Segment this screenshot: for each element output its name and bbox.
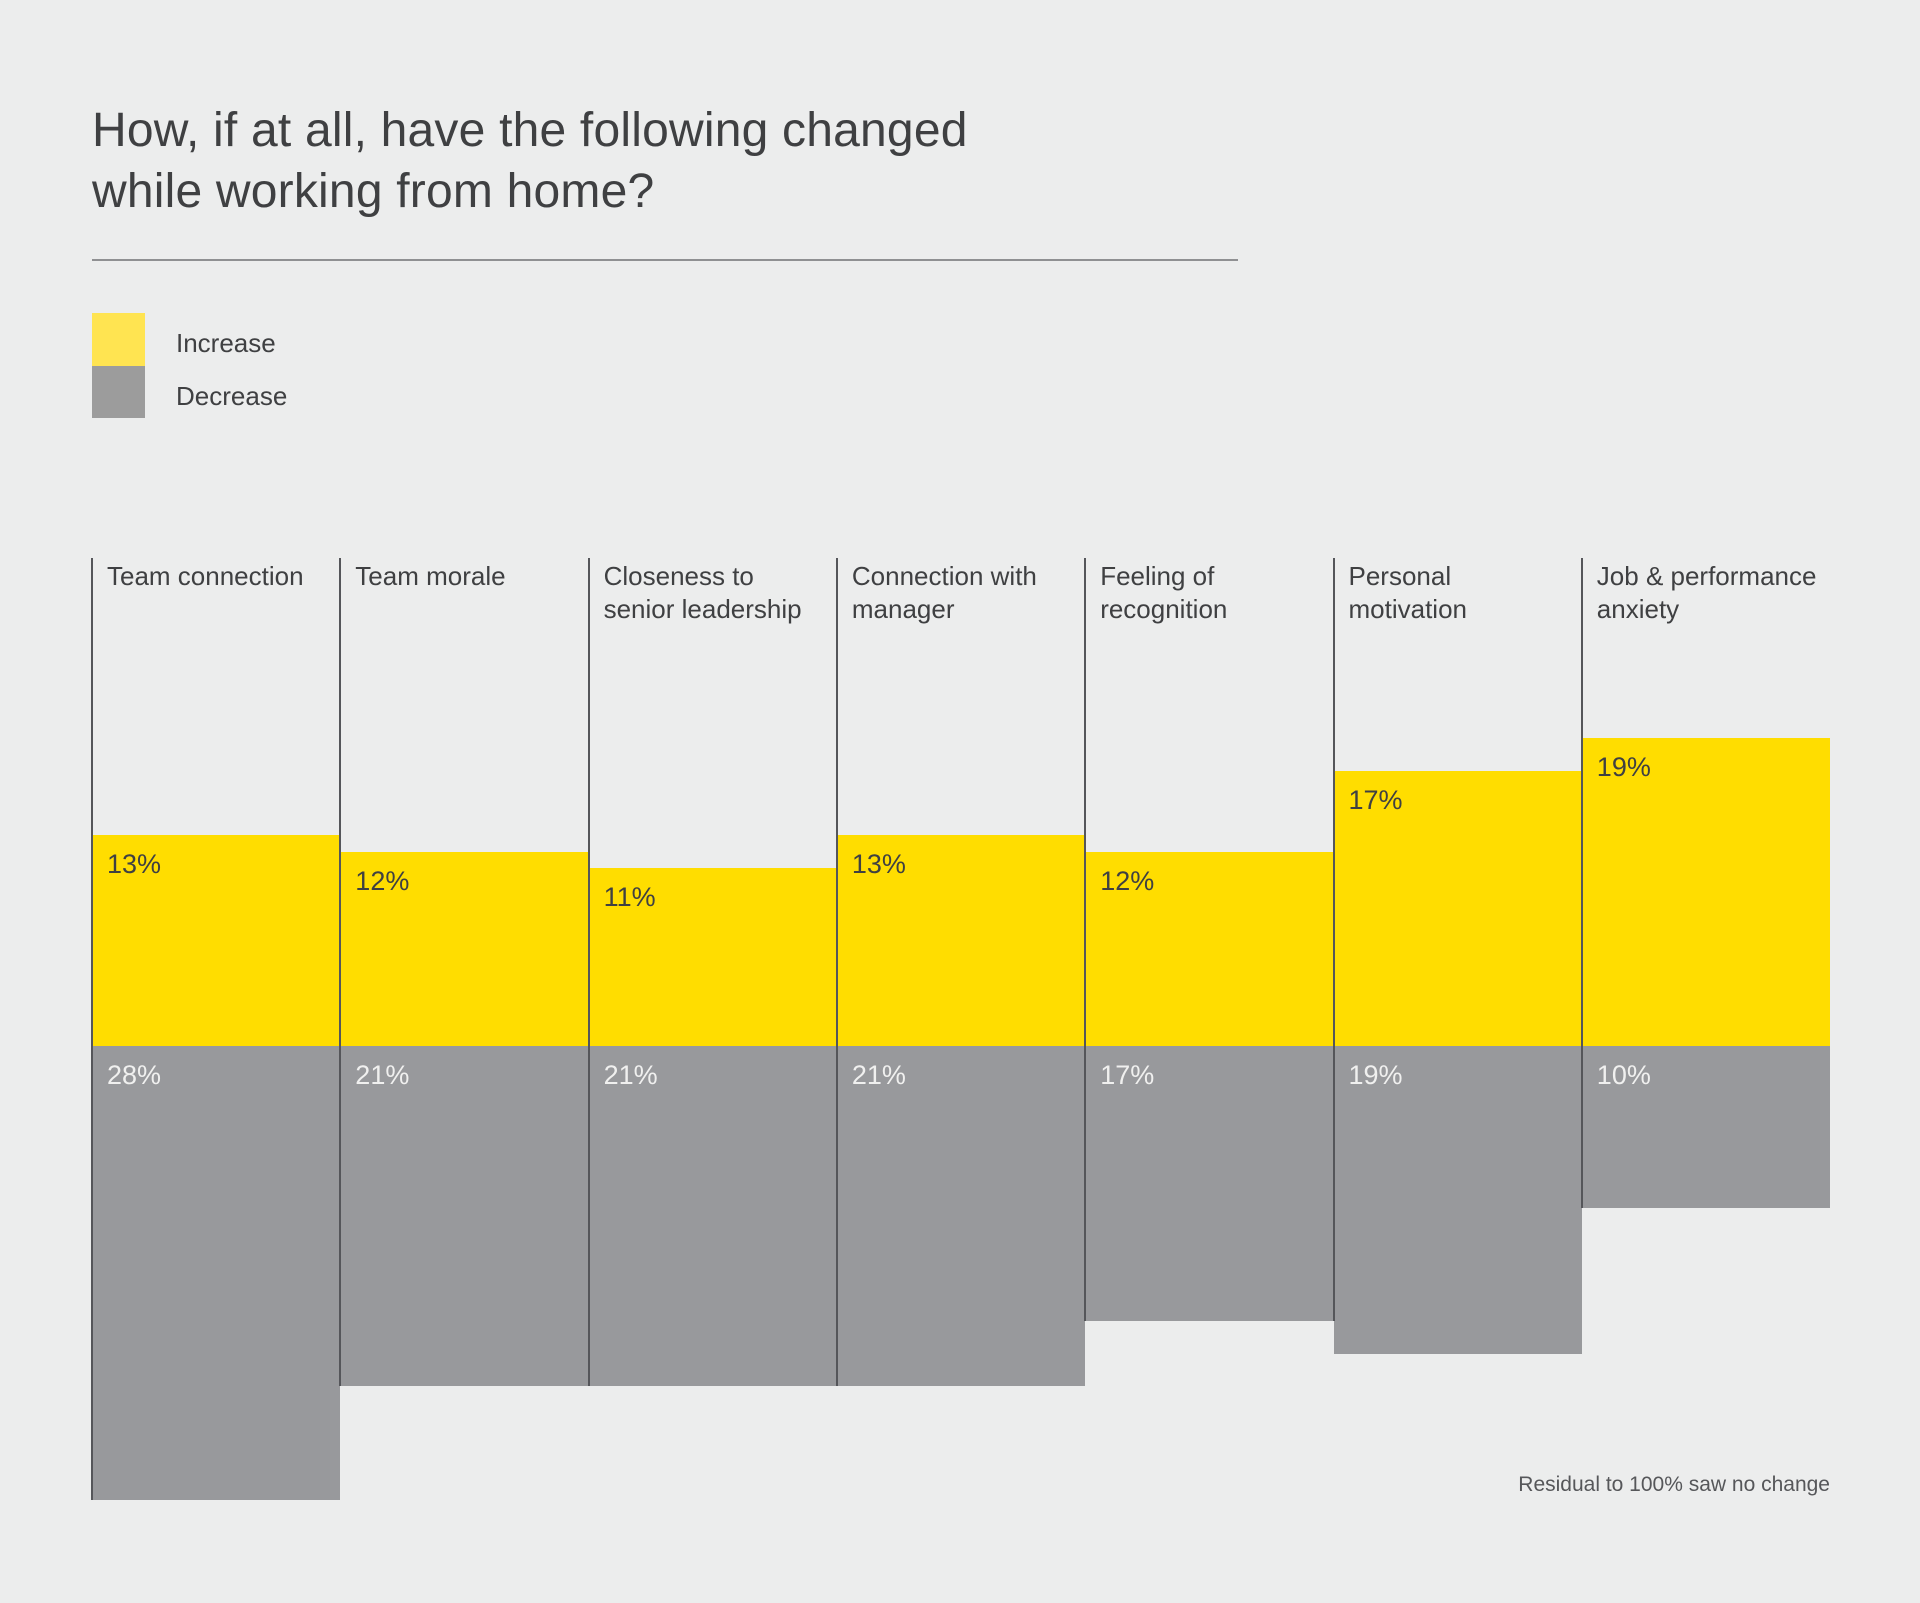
column-divider-line [1332,558,1335,1322]
increase-value-label: 13% [107,849,162,880]
column-divider-line [835,558,838,1387]
column-divider-line [339,558,342,1387]
column-divider-line [1084,558,1087,1322]
increase-value-label: 17% [1348,784,1403,815]
decrease-bar [1581,1046,1831,1208]
column-label: Job & performance anxiety [1596,561,1817,624]
decrease-bar [340,1046,589,1387]
increase-bar [92,835,341,1046]
decrease-value-label: 21% [851,1060,906,1090]
increase-bar [836,835,1086,1046]
decrease-bar [1333,1046,1582,1354]
legend-decrease-swatch [92,366,145,418]
decrease-value-label: 19% [1348,1060,1403,1090]
column-divider-line [91,558,93,1500]
column-label: Team connection [107,561,304,591]
column-label: Team morale [355,561,506,591]
increase-value-label: 11% [603,881,656,912]
decrease-value-label: 28% [107,1060,162,1090]
legend-increase-label: Increase [176,328,276,358]
increase-value-label: 19% [1596,752,1651,783]
legend-increase-swatch [92,313,145,366]
decrease-value-label: 21% [355,1060,410,1090]
increase-value-label: 12% [1100,865,1155,896]
chart-title-line2: while working from home? [92,165,655,218]
increase-bar [340,851,589,1046]
title-divider-line [92,259,1238,261]
increase-bar [588,867,837,1046]
decrease-bar [1085,1046,1334,1322]
chart-title: How, if at all, have the following chang… [92,100,968,222]
column-label: Feeling of recognition [1100,561,1228,624]
decrease-bar [588,1046,837,1387]
column-label: Closeness to senior leadership [603,561,802,624]
increase-value-label: 12% [355,865,410,896]
legend-decrease-label: Decrease [176,381,288,411]
decrease-value-label: 21% [603,1060,658,1090]
decrease-bar [92,1046,341,1500]
increase-value-label: 13% [851,849,906,880]
increase-bar [1581,738,1831,1046]
column-label: Connection with manager [851,561,1037,624]
decrease-bar [836,1046,1086,1387]
increase-bar [1085,851,1334,1046]
chart-title-line1: How, if at all, have the following chang… [92,104,968,157]
column-label: Personal motivation [1348,561,1468,624]
decrease-value-label: 17% [1100,1060,1155,1090]
chart-footnote: Residual to 100% saw no change [1518,1473,1830,1496]
increase-bar [1333,770,1582,1046]
column-divider-line [587,558,590,1387]
column-divider-line [1580,558,1583,1208]
decrease-value-label: 10% [1596,1060,1651,1090]
